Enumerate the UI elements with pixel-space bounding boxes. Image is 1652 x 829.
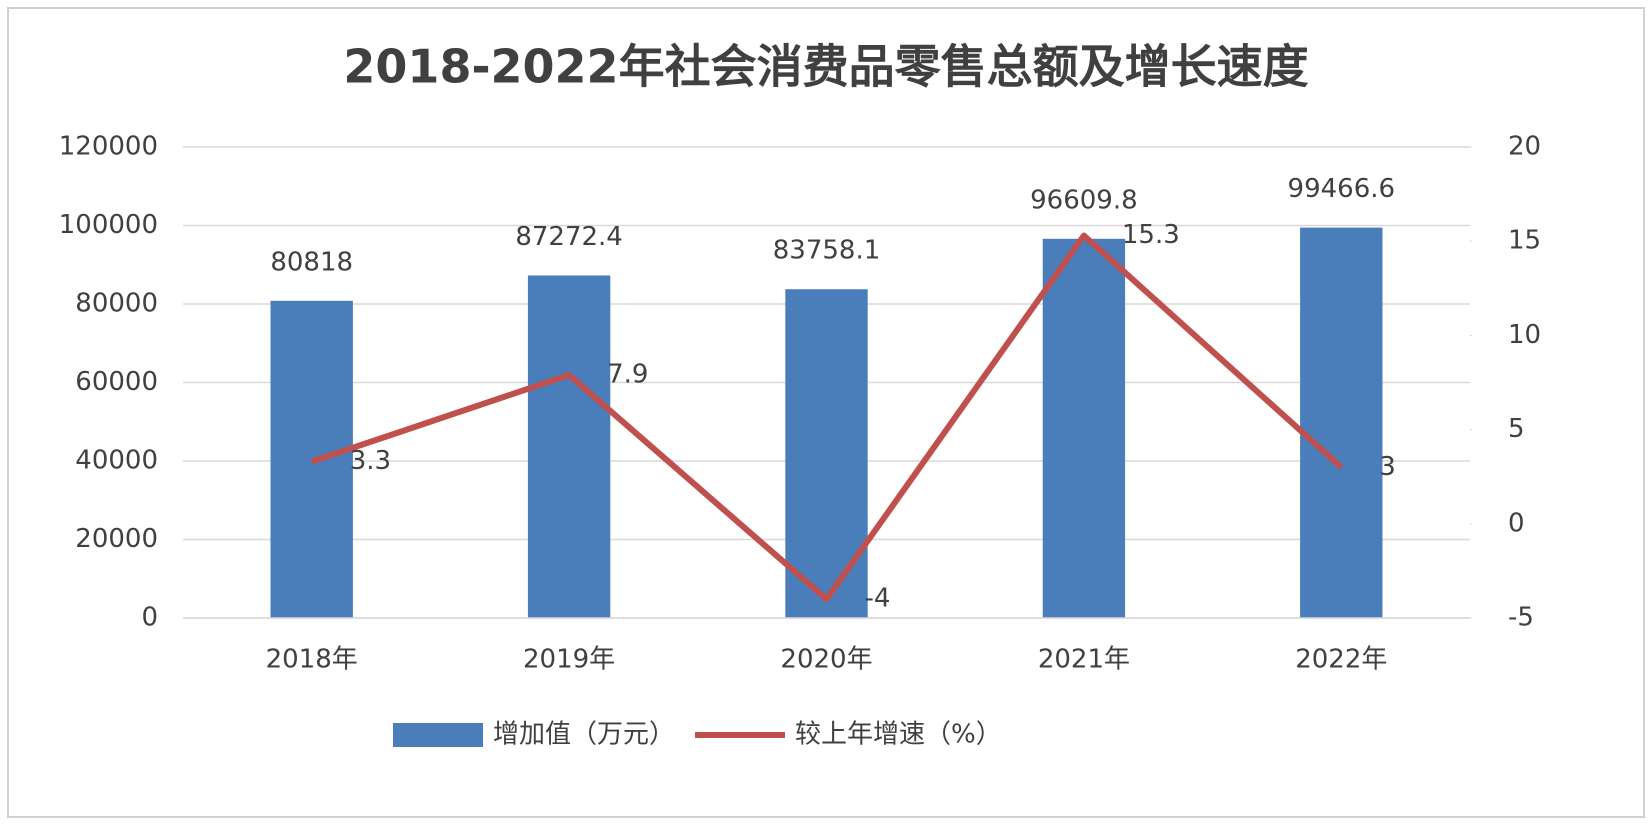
y-tick-label: 40000 <box>75 446 158 476</box>
bar <box>1042 238 1126 619</box>
line-value-label: 3 <box>1379 452 1396 482</box>
bar <box>527 275 611 618</box>
y2-tick-label: 5 <box>1508 414 1525 444</box>
legend-swatch <box>393 723 483 747</box>
x-tick-label: 2018年 <box>266 645 358 675</box>
y-tick-label: 60000 <box>75 367 158 397</box>
bar-value-label: 87272.4 <box>515 222 623 252</box>
line-value-label: -4 <box>865 584 891 614</box>
bar <box>1300 227 1383 618</box>
legend-label: 较上年增速（%） <box>795 720 1002 750</box>
legend-label: 增加值（万元） <box>493 720 675 750</box>
y2-tick-label: 15 <box>1508 226 1541 256</box>
line-value-label: 3.3 <box>350 446 391 476</box>
bar-value-label: 96609.8 <box>1030 185 1138 215</box>
y-tick-label: 0 <box>141 603 158 633</box>
line <box>310 232 1344 603</box>
y2-tick-label: 10 <box>1508 320 1541 350</box>
y-tick-label: 80000 <box>75 289 158 319</box>
line-value-label: 7.9 <box>607 359 648 389</box>
y2-tick-label: -5 <box>1508 603 1534 633</box>
x-tick-label: 2022年 <box>1295 645 1387 675</box>
x-tick-label: 2020年 <box>780 645 872 675</box>
y2-tick-label: 0 <box>1508 508 1525 538</box>
y2-tick-label: 20 <box>1508 132 1541 162</box>
chart-title: 2018-2022年社会消费品零售总额及增长速度 <box>343 40 1308 94</box>
y-tick-label: 120000 <box>59 132 158 162</box>
bar-value-label: 99466.6 <box>1288 174 1396 204</box>
bar <box>785 289 868 618</box>
x-tick-label: 2021年 <box>1038 645 1130 675</box>
bar-value-label: 80818 <box>270 247 353 277</box>
line-value-label: 15.3 <box>1122 220 1180 250</box>
y-tick-label: 100000 <box>59 210 158 240</box>
bar-value-label: 83758.1 <box>773 236 881 266</box>
x-tick-label: 2019年 <box>523 645 615 675</box>
y-tick-label: 20000 <box>75 524 158 554</box>
